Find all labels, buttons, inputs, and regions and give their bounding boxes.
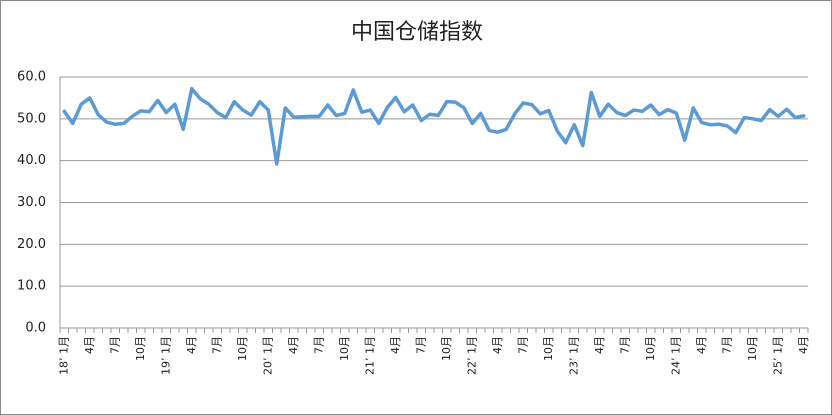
x-tick-label: 20’ 1月 [261,336,274,375]
x-tick-label: 7月 [414,336,427,354]
x-tick-label: 19’ 1月 [159,336,172,375]
x-tick-label: 18’ 1月 [57,336,70,375]
x-tick-label: 4月 [797,336,810,354]
x-tick-label: 7月 [108,336,121,354]
x-tick-label: 4月 [491,336,504,354]
y-tick-label: 30.0 [17,195,46,210]
x-tick-label: 4月 [593,336,606,354]
x-tick-label: 10月 [236,336,249,361]
chart-title: 中国仓储指数 [351,20,483,45]
x-tick-label: 4月 [389,336,402,354]
y-tick-label: 50.0 [17,111,46,126]
x-tick-label: 10月 [338,336,351,361]
x-tick-label: 4月 [185,336,198,354]
x-tick-label: 4月 [287,336,300,354]
x-tick-label: 25’ 1月 [771,336,784,375]
x-tick-label: 7月 [516,336,529,354]
x-tick-label: 4月 [695,336,708,354]
x-tick-label: 21’ 1月 [363,336,376,375]
x-tick-label: 7月 [720,336,733,354]
y-tick-label: 0.0 [25,321,46,336]
y-tick-label: 20.0 [17,237,46,252]
x-tick-label: 7月 [312,336,325,354]
x-tick-label: 22’ 1月 [465,336,478,375]
y-tick-label: 10.0 [17,279,46,294]
x-tick-label: 23’ 1月 [567,336,580,375]
y-tick-label: 40.0 [17,153,46,168]
x-tick-label: 10月 [644,336,657,361]
x-tick-label: 10月 [134,336,147,361]
x-tick-label: 10月 [440,336,453,361]
x-tick-label: 24’ 1月 [669,336,682,375]
series-line [62,86,806,166]
y-tick-label: 60.0 [17,70,46,85]
x-tick-label: 10月 [542,336,555,361]
x-tick-label: 7月 [618,336,631,354]
x-tick-label: 7月 [210,336,223,354]
x-tick-label: 10月 [746,336,759,361]
x-tick-label: 4月 [83,336,96,354]
